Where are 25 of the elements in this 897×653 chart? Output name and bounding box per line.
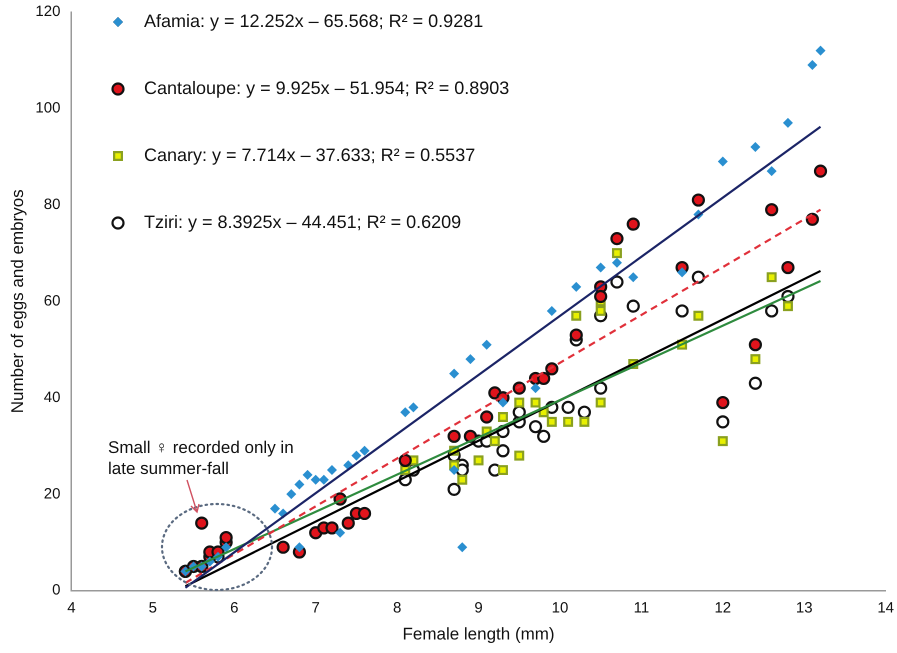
x-tick-label: 8 — [392, 600, 402, 617]
x-tick-label: 5 — [148, 600, 158, 617]
legend-label: Afamia: y = 12.252x – 65.568; R² = 0.9281 — [144, 10, 484, 31]
x-axis-title: Female length (mm) — [402, 624, 555, 644]
y-tick-label: 80 — [44, 196, 60, 214]
y-tick-label: 20 — [44, 485, 60, 502]
x-tick-label: 10 — [552, 600, 568, 617]
legend-label: Tziri: y = 8.3925x – 44.451; R² = 0.6209 — [144, 212, 462, 232]
x-tick-label: 11 — [634, 600, 650, 617]
y-tick-label: 100 — [35, 100, 60, 117]
y-axis-title: Number of eggs and embryos — [8, 189, 27, 414]
legend-label: Cantaloupe: y = 9.925x – 51.954; R² = 0.8903 — [144, 78, 510, 98]
annotation: Small ♀ recorded only in late summer-fall — [108, 437, 295, 479]
x-tick-label: 4 — [67, 600, 76, 617]
legend-label: Canary: y = 7.714x – 37.633; R² = 0.5537 — [144, 144, 476, 165]
x-tick-label: 13 — [796, 600, 813, 617]
x-tick-label: 12 — [714, 600, 732, 617]
y-tick-label: 0 — [52, 582, 60, 599]
x-tick-label: 9 — [474, 600, 483, 617]
y-tick-label: 120 — [35, 3, 60, 20]
y-tick-label: 60 — [44, 292, 60, 310]
x-tick-label: 6 — [230, 600, 238, 617]
x-tick-label: 14 — [877, 600, 894, 617]
y-tick-label: 40 — [44, 388, 60, 406]
x-tick-label: 7 — [312, 600, 320, 617]
